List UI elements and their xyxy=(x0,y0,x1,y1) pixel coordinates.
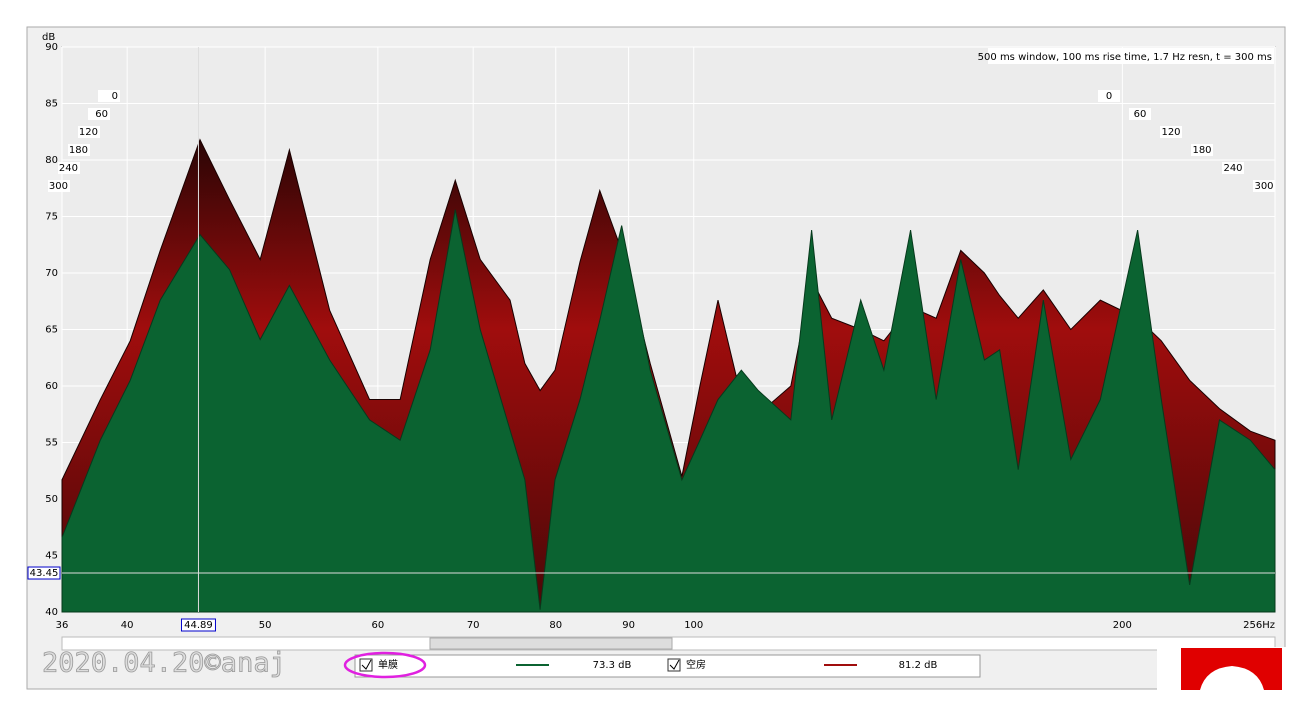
x-tick-label: 60 xyxy=(372,620,385,631)
logo xyxy=(1181,648,1282,690)
legend-name: 空房 xyxy=(686,658,706,671)
depth-label-box xyxy=(48,180,70,192)
depth-label: 240 xyxy=(1223,163,1242,174)
depth-label: 120 xyxy=(79,127,98,138)
depth-label-box xyxy=(68,144,90,156)
depth-label-box xyxy=(98,90,120,102)
depth-label-box xyxy=(58,162,80,174)
depth-label-box xyxy=(1222,162,1244,174)
legend-readout: 73.3 dB xyxy=(593,660,632,671)
cursor-y-box xyxy=(27,566,61,580)
legend-readout: 81.2 dB xyxy=(899,660,938,671)
cursor-y-label: 43.45 xyxy=(30,568,59,579)
depth-label: 60 xyxy=(95,109,108,120)
depth-label: 300 xyxy=(1254,181,1273,192)
depth-label: 240 xyxy=(59,163,78,174)
depth-label-box xyxy=(1160,126,1182,138)
x-tick-label: 50 xyxy=(259,620,272,631)
cursor-x-label: 44.89 xyxy=(184,620,213,631)
depth-label: 120 xyxy=(1161,127,1180,138)
depth-label-box xyxy=(88,108,110,120)
y-tick-label: 40 xyxy=(45,607,58,618)
y-unit: dB xyxy=(42,32,55,43)
y-tick-label: 80 xyxy=(45,155,58,166)
x-tick-label: 36 xyxy=(56,620,69,631)
check xyxy=(361,659,372,670)
y-tick-label: 75 xyxy=(45,212,58,223)
info-box xyxy=(988,48,1274,64)
depth-label-box xyxy=(1098,90,1120,102)
y-tick-label: 85 xyxy=(45,99,58,110)
watermark: 2020.04.20©anaj xyxy=(42,648,286,679)
legend-name: 单膜 xyxy=(378,659,398,671)
x-tick-label: 80 xyxy=(549,620,562,631)
x-tick-label: 70 xyxy=(467,620,480,631)
depth-label-box xyxy=(1253,180,1275,192)
y-tick-label: 60 xyxy=(45,381,58,392)
scroll-thumb[interactable] xyxy=(429,637,673,650)
depth-label-box xyxy=(1191,144,1213,156)
check xyxy=(669,659,680,670)
highlight-ellipse xyxy=(343,651,427,679)
y-tick-label: 55 xyxy=(45,438,58,449)
series-area xyxy=(61,209,1276,613)
depth-label: 300 xyxy=(49,181,68,192)
depth-label: 0 xyxy=(112,91,118,102)
cursor-x-box xyxy=(180,618,216,632)
depth-label: 180 xyxy=(69,145,88,156)
y-tick-label: 90 xyxy=(45,42,58,53)
x-tick-label: 90 xyxy=(622,620,635,631)
x-tick-label: 40 xyxy=(121,620,134,631)
y-tick-label: 65 xyxy=(45,325,58,336)
y-tick-label: 45 xyxy=(45,551,58,562)
x-tick-label: 256Hz xyxy=(1243,620,1275,631)
depth-label: 60 xyxy=(1134,109,1147,120)
x-tick-label: 100 xyxy=(684,620,703,631)
y-tick-label: 50 xyxy=(45,494,58,505)
depth-label-box xyxy=(1129,108,1151,120)
y-tick-label: 70 xyxy=(45,268,58,279)
depth-label-box xyxy=(78,126,100,138)
x-tick-label: 200 xyxy=(1113,620,1132,631)
depth-label: 180 xyxy=(1192,145,1211,156)
checkbox[interactable] xyxy=(667,658,681,672)
depth-label: 0 xyxy=(1106,91,1112,102)
info-text: 500 ms window, 100 ms rise time, 1.7 Hz … xyxy=(978,52,1272,63)
checkbox[interactable] xyxy=(359,658,373,672)
